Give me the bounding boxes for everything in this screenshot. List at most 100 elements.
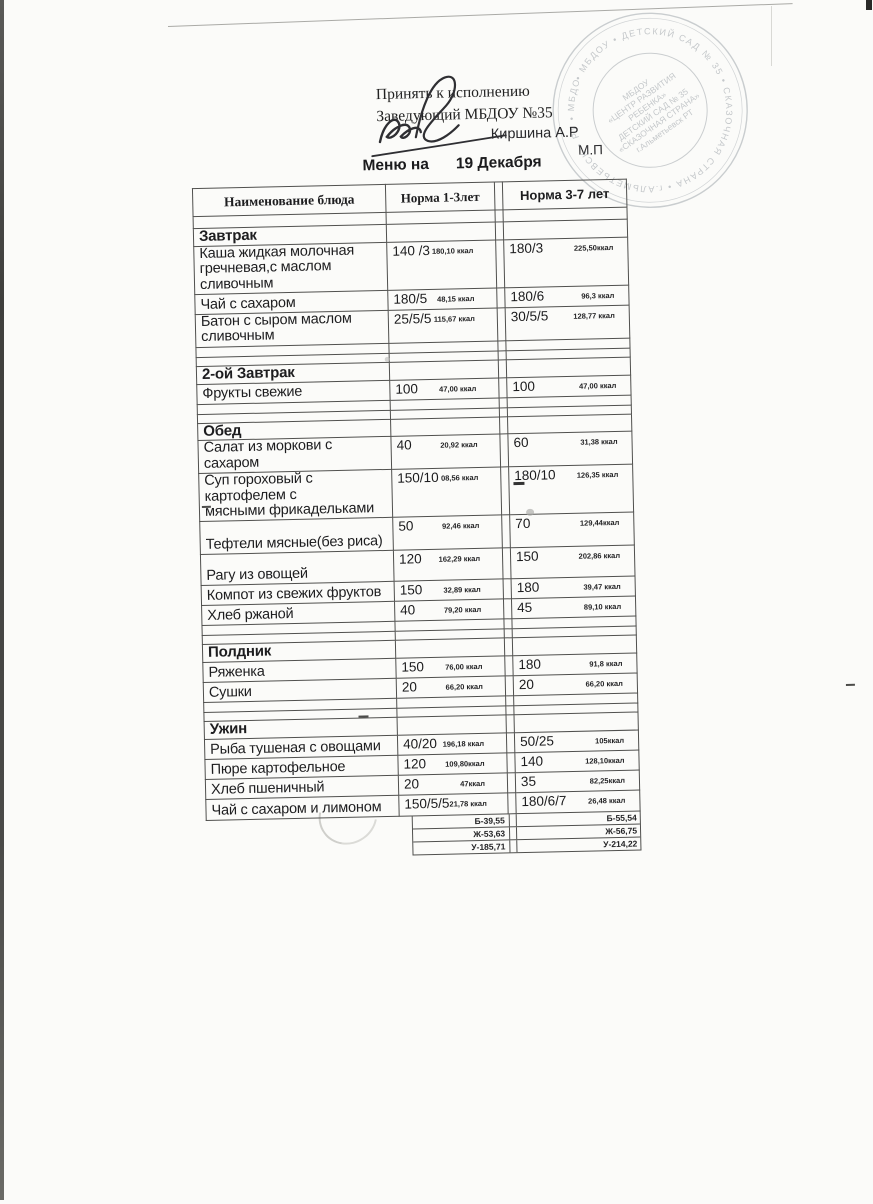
norm-cell: 70 129,44ккал (509, 512, 635, 549)
portion-value: 20 (401, 679, 418, 695)
kcal-value: 196,18 ккал (442, 738, 485, 749)
seal-place-mark: М.П (578, 142, 604, 158)
norm-cell: 180 39,47 ккал (511, 576, 636, 600)
column-gap (508, 814, 517, 827)
norm-cell: 120 109,80ккал (397, 752, 508, 776)
norm-cell: 140 128,10ккал (514, 750, 640, 773)
portion-value: 100 (512, 378, 536, 394)
norm-cell (390, 416, 500, 437)
norm-cell: 120 162,29 ккал (393, 548, 504, 582)
column-gap (505, 705, 515, 716)
column-gap (508, 827, 518, 840)
kcal-value: 20,92 ккал (440, 440, 478, 451)
portion-value: 100 (395, 380, 419, 397)
dish-name: Рагу из овощей (200, 550, 395, 586)
dish-name: Каша жидкая молочная гречневая,с маслом … (193, 242, 388, 295)
portion-value: 150 (401, 659, 425, 675)
norm-cell: 100 47,00 ккал (389, 377, 500, 400)
kcal-value: 115,67 ккал (433, 313, 475, 324)
kcal-value: 89,10 ккал (583, 602, 622, 612)
portion-value: 140 (520, 753, 544, 770)
kcal-value: 76,00 ккал (445, 662, 483, 672)
portion-value: 180/6/7 (521, 793, 567, 810)
portion-value: 120 (398, 551, 422, 567)
norm-cell: 150 76,00 ккал (395, 656, 506, 679)
norm-cell: 150/10 08,56 ккал (391, 467, 502, 518)
norm-cell: 20 66,20 ккал (396, 676, 506, 699)
ink-dash-artifact (845, 683, 855, 686)
portion-value: 150 (399, 582, 423, 598)
kcal-value: 31,38 ккал (580, 437, 618, 448)
menu-table-wrap: Наименование блюда Норма 1-3лет Норма 3-… (192, 179, 642, 860)
portion-value: 70 (515, 516, 531, 532)
portion-value: 35 (520, 773, 537, 790)
kcal-value: 129,44ккал (579, 518, 620, 529)
kcal-value: 202,86 ккал (578, 551, 621, 562)
ink-dash-artifact (358, 715, 369, 718)
kcal-value: 225,50ккал (573, 242, 614, 253)
column-header-norm-3-7: Норма 3-7 лет (502, 179, 627, 210)
norm-cell: 180/5 48,15 ккал (387, 287, 498, 311)
kcal-value: 26,48 ккал (588, 795, 626, 806)
totals-table: Б-39,55 Б-55,54 Ж-53,63 Ж-56,75 У-185,71 У-21… (411, 811, 642, 856)
norm-cell: 20 47ккал (398, 772, 508, 796)
norm-cell: 50 92,46 ккал (392, 515, 503, 551)
portion-value: 140 /3 (392, 242, 431, 259)
norm-cell: 180/6 96,3 ккал (504, 285, 630, 308)
kcal-value: 08,56 ккал (440, 473, 479, 483)
column-gap (494, 209, 504, 223)
norm-cell (397, 715, 507, 736)
portion-value: 50 (398, 518, 414, 534)
kcal-value: 66,20 ккал (445, 682, 483, 692)
portion-value: 50/25 (519, 733, 555, 750)
norm-cell: 45 89,10 ккал (511, 596, 636, 620)
kcal-value: 109,80ккал (445, 758, 485, 769)
kcal-value: 21,78 ккал (449, 798, 487, 809)
round-stamp: • МБДОУ • ДЕТСКИЙ САД № 35 • СКАЗОЧНАЯ С… (513, 0, 770, 220)
norm-cell (395, 638, 505, 659)
portion-value: 180/10 (514, 467, 556, 484)
total-3-7: У-214,22 (603, 838, 638, 850)
kcal-value: 48,15 ккал (437, 293, 475, 304)
portion-value: 60 (513, 435, 529, 451)
total-1-3: Б-39,55 (474, 815, 505, 827)
kcal-value: 66,20 ккал (585, 678, 623, 689)
scan-smudge (384, 356, 390, 362)
norm-cell: 180/6/7 26,48 ккал (515, 790, 641, 814)
signature (371, 75, 507, 158)
scan-edge-strip (0, 0, 4, 1200)
kcal-value: 91,8 ккал (589, 659, 623, 669)
kcal-value: 47,00 ккал (578, 380, 617, 391)
dish-name: Салат из моркови с сахаром (197, 436, 392, 474)
kcal-value: 82,25ккал (589, 775, 626, 786)
portion-value: 45 (517, 600, 533, 616)
norm-cell: 100 47,00 ккал (506, 374, 632, 398)
menu-table: Наименование блюда Норма 1-3лет Норма 3-… (192, 179, 641, 821)
kcal-value: 47,00 ккал (438, 383, 477, 394)
total-1-3: Ж-53,63 (473, 828, 506, 840)
portion-value: 150/10 (397, 469, 439, 486)
kcal-value: 39,47 ккал (583, 582, 621, 592)
portion-value: 30/5/5 (510, 308, 549, 325)
kcal-value: 128,77 ккал (573, 310, 615, 321)
dish-name: Тефтели мясные(без риса) (199, 517, 394, 555)
column-header-norm-1-3: Норма 1-3лет (385, 182, 495, 213)
portion-value: 25/5/5 (393, 310, 432, 327)
norm-cell: 50/25 105ккал (514, 730, 639, 753)
kcal-value: 96,3 ккал (581, 290, 615, 301)
portion-value: 40/20 (402, 735, 438, 752)
column-gap (505, 695, 514, 707)
norm-cell: 180 91,8 ккал (512, 653, 638, 676)
kcal-value: 162,29 ккал (438, 554, 481, 565)
norm-cell: 180/3 225,50ккал (503, 237, 629, 288)
column-gap (504, 629, 513, 639)
dish-name: Батон с сыром маслом сливочным (195, 310, 389, 348)
dish-name: Чай с сахаром и лимоном (205, 795, 400, 821)
stamp-center-text: МБДОУ «ЦЕНТР РАЗВИТИЯ РЕБЕНКА» ДЕТСКИЙ С… (606, 71, 702, 155)
portion-value: 20 (518, 676, 535, 693)
norm-cell: 140 /3 180,10 ккал (386, 239, 497, 291)
column-gap (499, 397, 508, 408)
column-gap (499, 407, 508, 417)
column-gap (503, 619, 513, 630)
title-date: 19 Декабря (455, 153, 542, 173)
